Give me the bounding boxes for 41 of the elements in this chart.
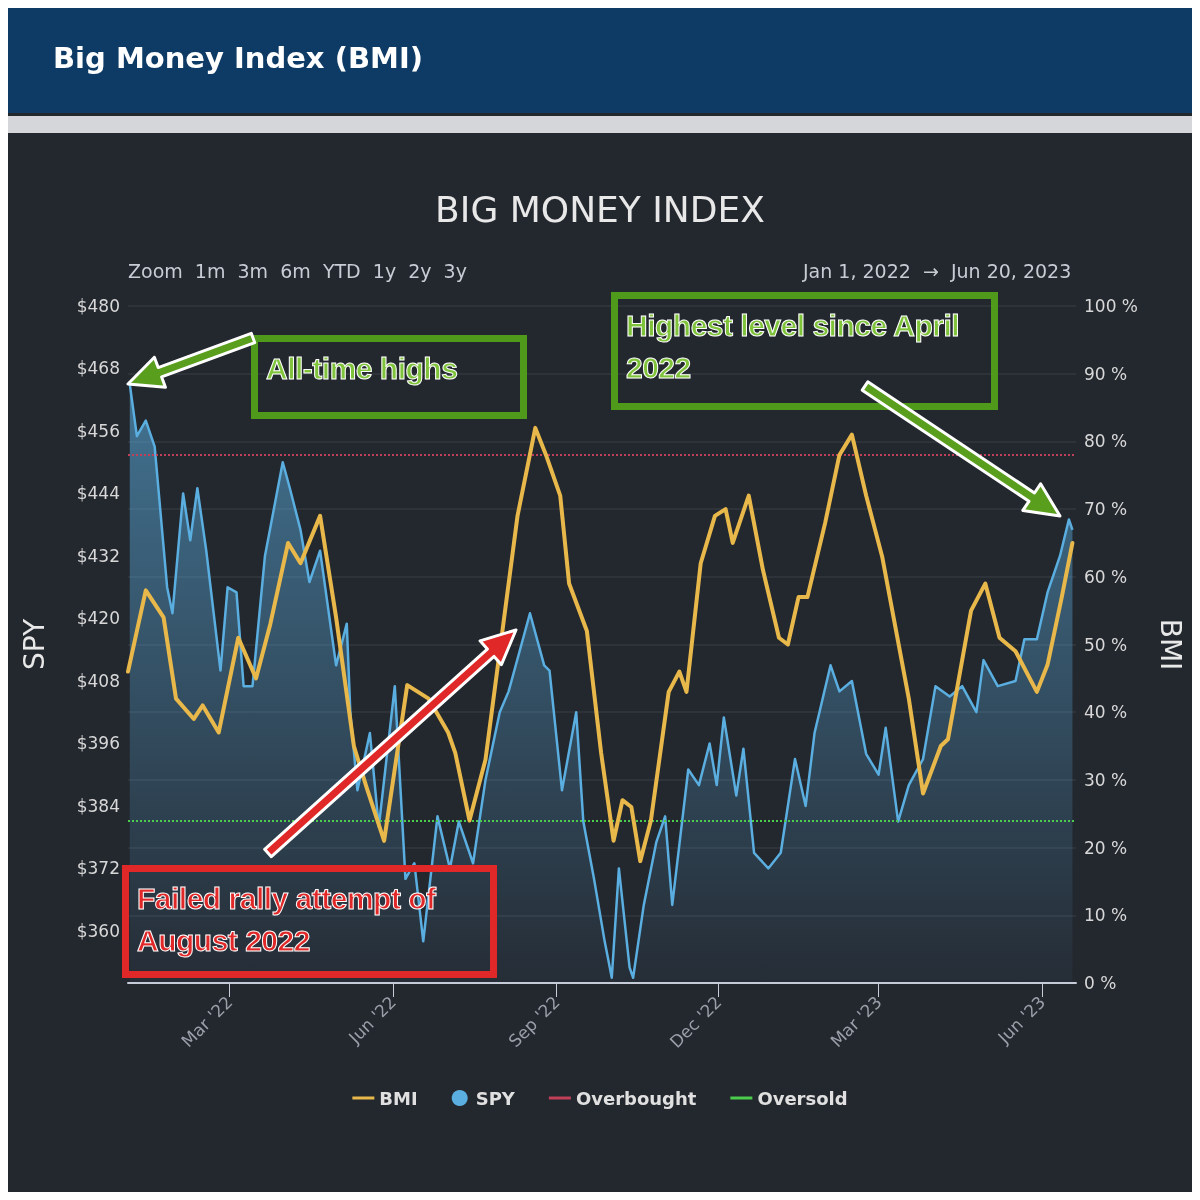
- x-tick-label: Dec '22: [665, 991, 726, 1052]
- y2-tick-label: 90 %: [1084, 363, 1128, 384]
- y-tick-label: $444: [76, 483, 120, 504]
- y2-tick-label: 60 %: [1084, 566, 1128, 587]
- y-tick-label: $456: [76, 420, 120, 441]
- line-series: [126, 425, 1075, 864]
- y-tick-label: $408: [76, 670, 120, 691]
- y2-tick-label: 50 %: [1084, 634, 1128, 655]
- x-tick-label: Mar '23: [826, 991, 886, 1052]
- y2-tick-label: 40 %: [1084, 702, 1128, 723]
- legend-label: Oversold: [757, 1087, 848, 1109]
- y2-tick-label: 70 %: [1084, 499, 1128, 520]
- legend-label: SPY: [475, 1087, 516, 1109]
- y-tick-label: $384: [76, 795, 120, 816]
- legend-label: Overbought: [575, 1087, 697, 1109]
- text: Zoom 1m 3m 6m YTD 1y 2y 3y: [128, 260, 467, 282]
- y-tick-label: $360: [76, 920, 120, 941]
- y-tick-label: $432: [76, 545, 120, 566]
- y2-axis-title: BMI: [1153, 618, 1187, 671]
- y2-tick-label: 100 %: [1084, 296, 1139, 316]
- y-tick-label: $372: [76, 858, 120, 879]
- x-tick-label: Sep '22: [504, 991, 564, 1052]
- y-tick-label: $468: [76, 358, 120, 379]
- chart-title: Big Money Index (BMI): [53, 41, 423, 75]
- x-tick-label: Mar '22: [177, 991, 237, 1052]
- y2-tick-label: 0 %: [1084, 973, 1117, 993]
- x-tick-label: Jun '23: [993, 991, 1050, 1048]
- y2-tick-label: 20 %: [1084, 837, 1128, 858]
- chart-subtitle: BIG MONEY INDEX: [435, 188, 765, 230]
- y-axis-title: SPY: [17, 618, 51, 671]
- legend-label: BMI: [379, 1087, 418, 1109]
- callout-box: All-time highs: [251, 335, 527, 419]
- y-tick-label: $420: [76, 608, 120, 629]
- y2-tick-label: 30 %: [1084, 769, 1128, 790]
- y2-tick-label: 10 %: [1084, 905, 1128, 926]
- y-tick-label: $480: [76, 296, 120, 316]
- text: Jan 1, 2022 → Jun 20, 2023: [803, 260, 1072, 282]
- y-tick-label: $396: [76, 733, 120, 754]
- x-tick-label: Jun '22: [344, 991, 401, 1048]
- callout-box: Highest level since April 2022: [611, 292, 998, 410]
- y2-tick-label: 80 %: [1084, 431, 1128, 452]
